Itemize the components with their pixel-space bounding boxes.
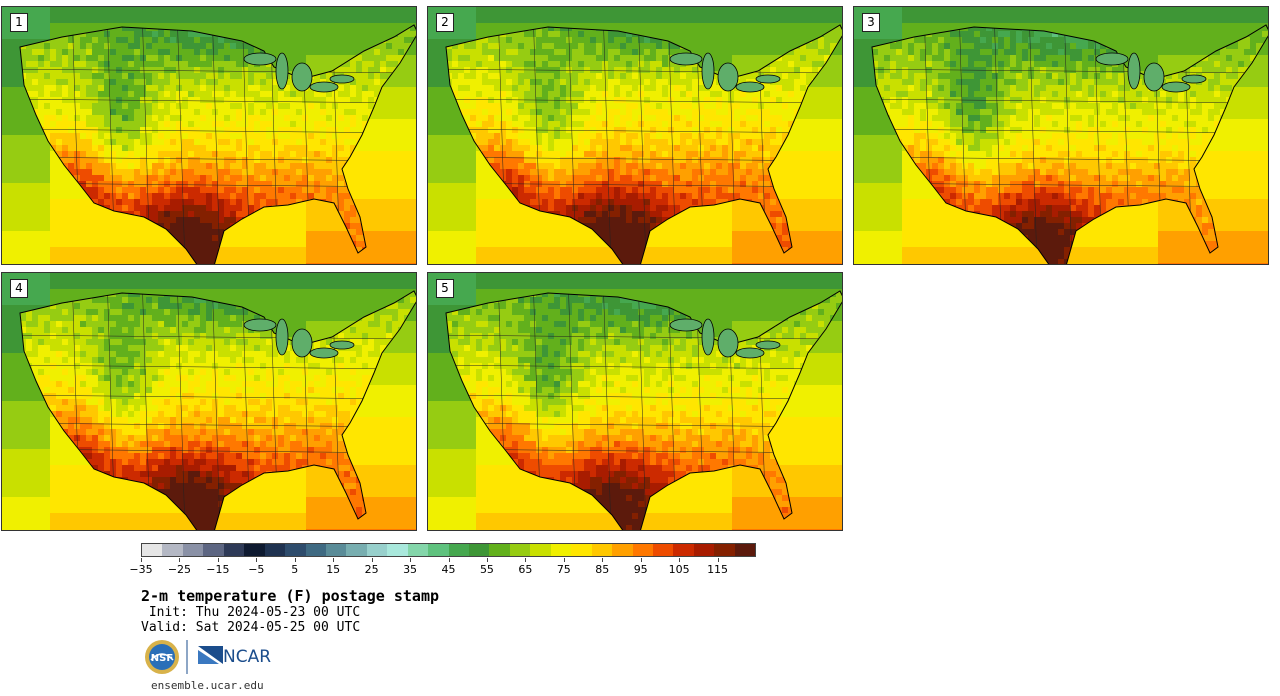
member-label: 4 (10, 279, 28, 298)
colorbar-swatch (591, 544, 613, 556)
colorbar-tick-label: 65 (518, 563, 533, 576)
init-time: Init: Thu 2024-05-23 00 UTC (141, 605, 361, 620)
great-lakes (1095, 52, 1207, 93)
colorbar-tick (525, 558, 527, 562)
colorbar-swatch (714, 544, 735, 556)
colorbar-swatch (203, 544, 224, 556)
colorbar-tick (679, 558, 681, 562)
colorbar-tick-label: −15 (206, 563, 230, 576)
member-panel-4: 4 (1, 272, 417, 531)
colorbar-swatch (550, 544, 572, 556)
figure-title: 2-m temperature (F) postage stamp (141, 587, 440, 605)
member-panel-1: 1 (1, 6, 417, 265)
colorbar-tick-label: 85 (595, 563, 610, 576)
colorbar-tick (602, 558, 604, 562)
colorbar-swatch (407, 544, 429, 556)
logos: NSF NCAR (143, 638, 283, 676)
colorbar-swatch (244, 544, 265, 556)
colorbar-swatch (346, 544, 367, 556)
ncar-text: NCAR (223, 647, 271, 667)
colorbar-swatch (264, 544, 286, 556)
colorbar-tick-label: 105 (668, 563, 690, 576)
member-label: 3 (862, 13, 880, 32)
colorbar-tick (333, 558, 335, 562)
colorbar-tick (410, 558, 412, 562)
colorbar-swatch (305, 544, 326, 556)
colorbar-tick (256, 558, 258, 562)
colorbar-swatch (285, 544, 306, 556)
state-boundaries (446, 25, 842, 264)
colorbar-swatch (652, 544, 674, 556)
temperature-map (2, 7, 416, 264)
colorbar-swatch (366, 544, 388, 556)
colorbar-tick-label: 55 (479, 563, 494, 576)
member-panel-2: 2 (427, 6, 843, 265)
nsf-text: NSF (151, 653, 173, 664)
colorbar-swatch (325, 544, 347, 556)
colorbar-tick (448, 558, 450, 562)
colorbar-tick-label: 5 (291, 563, 299, 576)
colorbar-swatch (387, 544, 408, 556)
colorbar-ticks: −35 −25 −15 −5 5 15 25 35 45 55 65 75 85 95 105 115 (129, 558, 756, 578)
colorbar-swatch (530, 544, 551, 556)
ncar-logo: NCAR (198, 646, 271, 667)
colorbar-swatch (693, 544, 715, 556)
colorbar-tick (294, 558, 296, 562)
colorbar-swatch (571, 544, 592, 556)
colorbar-swatch (509, 544, 531, 556)
colorbar-tick (640, 558, 642, 562)
great-lakes (669, 318, 781, 359)
temperature-map (2, 273, 416, 530)
colorbar-tick (217, 558, 219, 562)
temperature-map (854, 7, 1268, 264)
colorbar-swatch (632, 544, 653, 556)
member-label: 2 (436, 13, 454, 32)
colorbar-tick-label: 75 (556, 563, 571, 576)
colorbar-tick-label: 25 (364, 563, 379, 576)
colorbar-tick (717, 558, 719, 562)
colorbar-swatch (223, 544, 245, 556)
colorbar-tick (179, 558, 181, 562)
colorbar-swatch (612, 544, 633, 556)
colorbar-swatch (489, 544, 510, 556)
colorbar-swatch (673, 544, 694, 556)
colorbar-tick (371, 558, 373, 562)
colorbar-swatch (448, 544, 469, 556)
colorbar-tick-label: 15 (326, 563, 341, 576)
temperature-colorbar (141, 543, 756, 557)
nsf-logo: NSF (145, 640, 179, 674)
valid-time: Valid: Sat 2024-05-25 00 UTC (141, 620, 361, 635)
colorbar-swatch (182, 544, 204, 556)
great-lakes (243, 52, 355, 93)
great-lakes (669, 52, 781, 93)
colorbar-tick-label: −5 (248, 563, 265, 576)
temperature-map (428, 273, 842, 530)
colorbar-swatch (469, 544, 490, 556)
colorbar-tick (141, 558, 142, 562)
colorbar-tick-label: 95 (633, 563, 648, 576)
temperature-map (428, 7, 842, 264)
colorbar-tick (486, 558, 488, 562)
colorbar-swatch (428, 544, 449, 556)
colorbar-tick-label: 35 (403, 563, 418, 576)
colorbar-tick-label: −35 (129, 563, 153, 576)
great-lakes (243, 318, 355, 359)
member-label: 5 (436, 279, 454, 298)
member-label: 1 (10, 13, 28, 32)
colorbar-tick-label: 45 (441, 563, 456, 576)
colorbar-tick-label: −25 (167, 563, 192, 576)
colorbar-swatch (734, 544, 756, 556)
colorbar-swatch (162, 544, 183, 556)
member-panel-5: 5 (427, 272, 843, 531)
colorbar-tick-label: 115 (707, 563, 729, 576)
website-url: ensemble.ucar.edu (151, 679, 264, 692)
colorbar-swatch (142, 544, 163, 556)
colorbar-tick (563, 558, 565, 562)
member-panel-3: 3 (853, 6, 1269, 265)
